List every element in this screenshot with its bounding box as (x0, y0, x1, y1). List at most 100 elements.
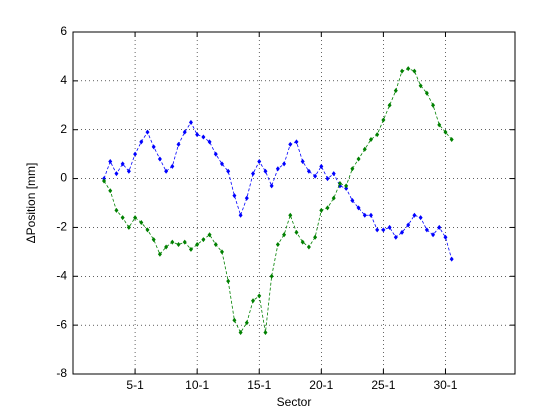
data-point (164, 168, 169, 174)
data-point (157, 251, 162, 257)
data-point (275, 242, 280, 248)
data-point (164, 244, 169, 250)
data-point (381, 117, 386, 123)
data-point (350, 198, 355, 204)
data-point (313, 234, 318, 240)
data-point (325, 205, 330, 211)
data-point (387, 224, 392, 230)
data-point (306, 168, 311, 174)
x-tick-label: 25-1 (371, 378, 395, 392)
data-point (170, 163, 175, 169)
data-point (294, 139, 299, 145)
data-point (157, 156, 162, 162)
data-point (182, 129, 187, 135)
data-point (393, 234, 398, 240)
data-point (288, 212, 293, 218)
y-tick-label: -4 (56, 268, 67, 282)
data-point (449, 256, 454, 262)
data-point (424, 90, 429, 96)
data-point (182, 239, 187, 245)
data-point (219, 161, 224, 167)
data-point (319, 207, 324, 213)
data-point (226, 278, 231, 284)
data-point (219, 249, 224, 255)
data-point (275, 166, 280, 172)
data-point (282, 232, 287, 238)
data-point (114, 171, 119, 177)
data-point (257, 158, 262, 164)
data-point (418, 215, 423, 221)
data-point (362, 212, 367, 218)
data-point (269, 273, 274, 279)
data-point (263, 168, 268, 174)
data-point (207, 232, 212, 238)
data-point (449, 136, 454, 142)
x-tick-label: 10-1 (185, 378, 209, 392)
data-point (176, 242, 181, 248)
data-point (114, 207, 119, 213)
data-point (251, 171, 256, 177)
data-point (120, 215, 125, 221)
data-point (393, 88, 398, 94)
data-point (437, 122, 442, 128)
data-point (381, 227, 386, 233)
data-point (126, 168, 131, 174)
data-point (331, 195, 336, 201)
y-tick-label: 2 (60, 122, 67, 136)
data-point (257, 293, 262, 299)
data-point (356, 205, 361, 211)
data-point (406, 222, 411, 228)
x-tick-label: 20-1 (309, 378, 333, 392)
data-point (102, 178, 107, 184)
data-point (418, 83, 423, 89)
data-point (133, 215, 138, 221)
data-point (306, 244, 311, 250)
data-point (319, 163, 324, 169)
data-point (108, 158, 113, 164)
data-point (207, 139, 212, 145)
data-point (213, 242, 218, 248)
data-point (443, 234, 448, 240)
data-point (443, 129, 448, 135)
data-point (201, 134, 206, 140)
y-tick-label: -6 (56, 317, 67, 331)
data-point (238, 212, 243, 218)
data-point (151, 144, 156, 150)
data-point (300, 158, 305, 164)
data-point (362, 146, 367, 152)
x-tick-label: 15-1 (247, 378, 271, 392)
data-point (139, 139, 144, 145)
data-point (375, 227, 380, 233)
data-point (145, 129, 150, 135)
y-tick-label: 6 (60, 24, 67, 38)
data-point (294, 229, 299, 235)
data-point (170, 239, 175, 245)
data-point (120, 161, 125, 167)
data-point (188, 119, 193, 125)
data-point (133, 151, 138, 157)
data-point (269, 183, 274, 189)
data-point (195, 242, 200, 248)
data-point (176, 141, 181, 147)
data-point (412, 68, 417, 74)
data-point (201, 237, 206, 243)
data-point (139, 220, 144, 226)
y-tick-label: -8 (56, 366, 67, 380)
data-point (213, 151, 218, 157)
data-point (226, 168, 231, 174)
data-point (368, 212, 373, 218)
data-point (356, 156, 361, 162)
data-point (244, 320, 249, 326)
data-point (244, 195, 249, 201)
data-point (412, 212, 417, 218)
data-point (126, 224, 131, 230)
data-point (251, 298, 256, 304)
data-point (387, 102, 392, 108)
data-point (337, 180, 342, 186)
y-tick-label: -2 (56, 220, 67, 234)
data-point (406, 66, 411, 72)
data-point (300, 239, 305, 245)
data-point (195, 132, 200, 138)
data-point (188, 246, 193, 252)
